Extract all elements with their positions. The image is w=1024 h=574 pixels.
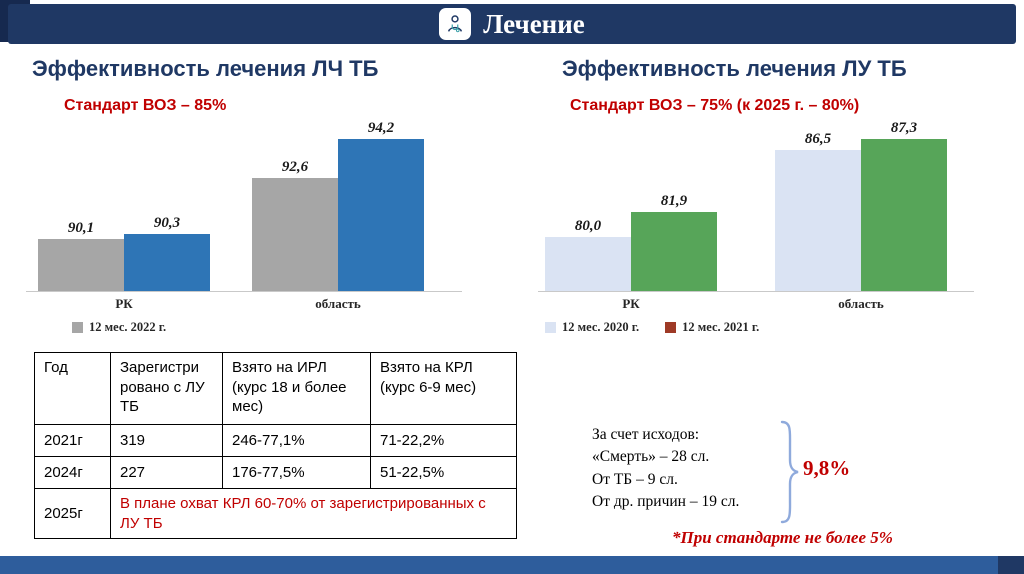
table-row: 2024г 227 176-77,5% 51-22,5%: [34, 456, 517, 489]
table-header-cell: Зарегистри ровано с ЛУ ТБ: [110, 352, 223, 425]
bar-group: 92,6 94,2: [252, 120, 424, 291]
bar: [775, 150, 861, 291]
table-header-cell: Год: [34, 352, 111, 425]
table-row: 2021г 319 246-77,1% 71-22,2%: [34, 424, 517, 457]
legend-swatch: [665, 322, 677, 333]
outcomes-line: «Смерть» – 28 сл.: [592, 448, 710, 466]
right-who-standard-label: Стандарт ВОЗ – 75% (к 2025 г. – 80%): [570, 97, 860, 114]
legend-swatch: [545, 322, 556, 333]
outcomes-line: От ТБ – 9 сл.: [592, 470, 678, 488]
bar-column: 87,3: [861, 120, 947, 291]
table-plan-note: В плане охват КРЛ 60-70% от зарегистриро…: [110, 488, 517, 539]
legend-swatch: [72, 322, 83, 333]
bar-column: 90,3: [124, 215, 210, 291]
lu-tb-x-axis: РК область: [538, 296, 974, 312]
table-header-cell: Взято на КРЛ (курс 6-9 мес): [370, 352, 517, 425]
legend-item: 12 мес. 2021 г.: [665, 320, 759, 335]
bar: [631, 212, 717, 291]
lch-tb-legend: 12 мес. 2022 г.: [72, 320, 462, 335]
x-axis-category: область: [315, 296, 361, 311]
outcomes-line: За счет исходов:: [592, 426, 700, 443]
bottom-corner-decoration: [998, 556, 1024, 574]
right-chart-heading: Эффективность лечения ЛУ ТБ: [562, 56, 907, 81]
table-cell: 227: [110, 456, 223, 489]
lch-tb-plot-area: 90,1 90,3 92,6 94,2: [26, 120, 462, 292]
bar: [124, 234, 210, 291]
bottom-bar-decoration: [0, 556, 1024, 574]
x-axis-category: РК: [115, 296, 133, 311]
left-who-standard-label: Стандарт ВОЗ – 85%: [64, 97, 227, 114]
table-cell: 71-22,2%: [370, 424, 517, 457]
bar-group: 80,0 81,9: [545, 193, 717, 291]
bar: [38, 239, 124, 291]
legend-item: 12 мес. 2020 г.: [545, 320, 639, 335]
bar-column: 92,6: [252, 159, 338, 291]
standard-footnote: *При стандарте не более 5%: [672, 528, 893, 547]
x-axis-category: область: [838, 296, 884, 311]
lu-tb-legend: 12 мес. 2020 г. 12 мес. 2021 г.: [545, 320, 974, 335]
table-row: 2025г В плане охват КРЛ 60-70% от зареги…: [34, 488, 517, 539]
legend-label: 12 мес. 2020 г.: [562, 320, 640, 334]
bar-column: 90,1: [38, 220, 124, 291]
bar-value-label: 94,2: [367, 120, 395, 136]
brace-icon: [780, 420, 800, 529]
lch-tb-chart: 90,1 90,3 92,6 94,2 РК область 12 мес. 2022…: [26, 120, 462, 335]
table-cell: 246-77,1%: [222, 424, 371, 457]
bar: [252, 178, 338, 291]
bar-value-label: 92,6: [281, 159, 309, 175]
table-cell: 176-77,5%: [222, 456, 371, 489]
outcomes-line: От др. причин – 19 сл.: [592, 493, 740, 511]
bar: [861, 139, 947, 291]
table-cell: 2021г: [34, 424, 111, 457]
page-title: Лечение: [483, 8, 585, 39]
bar-value-label: 86,5: [804, 131, 832, 147]
table-cell: 51-22,5%: [370, 456, 517, 489]
legend-label: 12 мес. 2022 г.: [89, 320, 167, 334]
bar-value-label: 87,3: [890, 120, 918, 136]
lu-tb-chart: 80,0 81,9 86,5 87,3 РК область 12 мес. 2020…: [538, 120, 974, 335]
bar-column: 80,0: [545, 218, 631, 291]
bar-value-label: 90,3: [153, 215, 181, 231]
bar: [338, 139, 424, 291]
bar-value-label: 81,9: [660, 193, 688, 209]
bar-column: 94,2: [338, 120, 424, 291]
table-cell: 319: [110, 424, 223, 457]
bar-column: 81,9: [631, 193, 717, 291]
table-header-cell: Взято на ИРЛ (курс 18 и более мес): [222, 352, 371, 425]
x-axis-category: РК: [622, 296, 640, 311]
bar: [545, 237, 631, 291]
bar-value-label: 80,0: [574, 218, 602, 234]
legend-label: 12 мес. 2021 г.: [682, 320, 760, 334]
table-cell: 2024г: [34, 456, 111, 489]
lch-tb-x-axis: РК область: [26, 296, 462, 312]
death-rate-percent: 9,8%: [803, 456, 851, 480]
lu-tb-coverage-table: Год Зарегистри ровано с ЛУ ТБ Взято на И…: [34, 352, 517, 539]
lu-tb-plot-area: 80,0 81,9 86,5 87,3: [538, 120, 974, 292]
outcomes-text-block: За счет исходов: «Смерть» – 28 сл. От ТБ…: [592, 424, 739, 514]
table-cell: 2025г: [34, 488, 111, 539]
doctor-icon: [439, 8, 472, 40]
table-header-row: Год Зарегистри ровано с ЛУ ТБ Взято на И…: [34, 352, 517, 425]
bar-group: 86,5 87,3: [775, 120, 947, 291]
bar-value-label: 90,1: [67, 220, 95, 236]
bar-group: 90,1 90,3: [38, 215, 210, 291]
bar-column: 86,5: [775, 131, 861, 291]
slide-header: Лечение: [8, 4, 1016, 44]
legend-item: 12 мес. 2022 г.: [72, 320, 166, 335]
left-chart-heading: Эффективность лечения ЛЧ ТБ: [32, 56, 379, 81]
